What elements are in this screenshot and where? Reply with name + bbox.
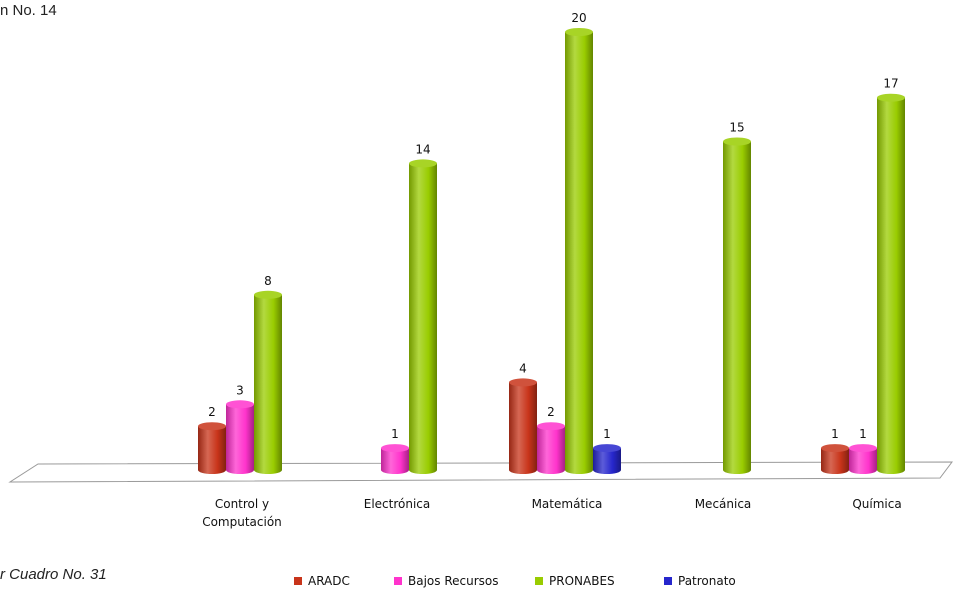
value-labels-group: 2 3 8 1 14 4 2 20 1 15 1 1 17 [208,11,898,441]
bar-matematica-pronabes [565,28,593,474]
bar-quimica-aradc [821,444,849,474]
legend-swatch-aradc [294,577,302,585]
bar-control-y-computacion-pronabes [254,290,282,474]
legend-label-pronabes: PRONABES [549,574,615,588]
value-label-quimica-pronabes: 17 [883,77,898,91]
value-label-quimica-bajos-recursos: 1 [859,427,867,441]
bar-matematica-patronato [593,444,621,474]
category-label-matematica: Matemática [532,497,603,511]
legend-swatch-pronabes [535,577,543,585]
legend-label-bajos-recursos: Bajos Recursos [408,574,499,588]
bar-quimica-bajos-recursos [849,444,877,474]
bar-electronica-pronabes [409,159,437,474]
value-label-matematica-patronato: 1 [603,427,611,441]
value-label-mecanica-pronabes: 15 [729,121,744,135]
bar-control-y-computacion-bajos-recursos [226,400,254,474]
legend-item-bajos-recursos: Bajos Recursos [394,574,499,588]
value-label-matematica-pronabes: 20 [571,11,586,25]
source-note: r Cuadro No. 31 [0,566,107,583]
bar-matematica-aradc [509,378,537,474]
value-label-control-y-computacion-aradc: 2 [208,405,216,419]
legend-label-aradc: ARADC [308,574,350,588]
legend-item-patronato: Patronato [664,574,736,588]
category-label-control-y-computacion: Control y Computación [202,497,282,529]
bar-mecanica-pronabes [723,137,751,474]
bar-electronica-bajos-recursos [381,444,409,474]
legend-item-aradc: ARADC [294,574,350,588]
value-label-control-y-computacion-pronabes: 8 [264,274,272,288]
category-label-mecanica: Mecánica [695,497,752,511]
value-label-electronica-bajos-recursos: 1 [391,427,399,441]
bar-quimica-pronabes [877,93,905,474]
value-label-matematica-bajos-recursos: 2 [547,405,555,419]
legend-swatch-bajos-recursos [394,577,402,585]
value-label-quimica-aradc: 1 [831,427,839,441]
legend-swatch-patronato [664,577,672,585]
legend-label-patronato: Patronato [678,574,736,588]
chart-floor [8,461,954,483]
value-label-electronica-pronabes: 14 [415,142,430,156]
value-label-control-y-computacion-bajos-recursos: 3 [236,383,244,397]
chart-caption: n No. 14 [0,2,57,19]
category-label-electronica: Electrónica [364,497,431,511]
legend: ARADC Bajos Recursos PRONABES Patronato [294,574,736,588]
category-labels-group: Control y Computación Electrónica Matemátic… [202,497,901,529]
value-label-matematica-aradc: 4 [519,361,527,375]
bar-matematica-bajos-recursos [537,422,565,474]
bar-control-y-computacion-aradc [198,422,226,474]
legend-item-pronabes: PRONABES [535,574,615,588]
category-label-quimica: Química [852,497,901,511]
bars-group [198,28,905,474]
